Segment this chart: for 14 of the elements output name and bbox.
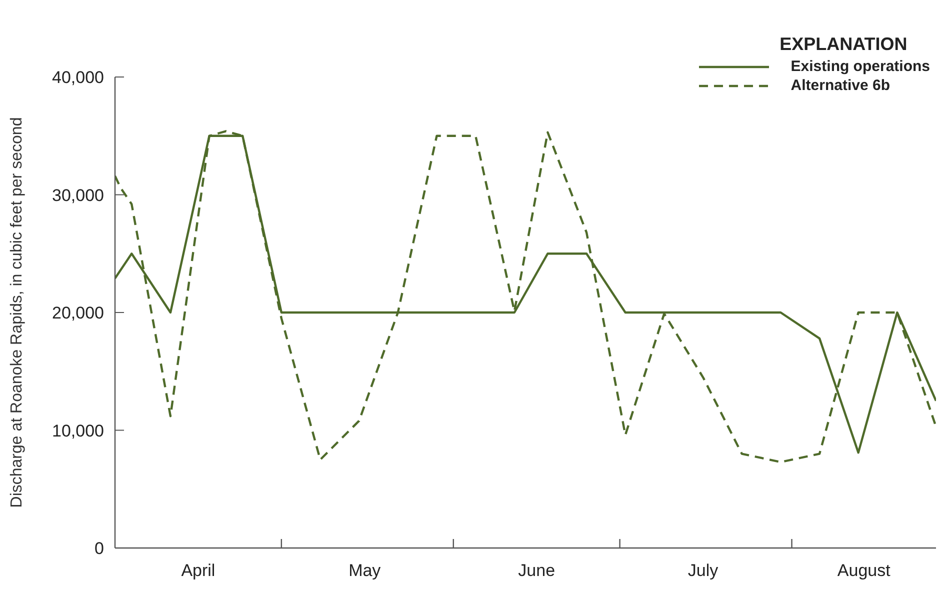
x-tick-label: May [348, 561, 382, 580]
y-tick-label: 30,000 [52, 186, 104, 205]
legend-label: Existing operations [790, 57, 930, 76]
x-tick-label: August [837, 561, 891, 580]
legend-title: EXPLANATION [778, 34, 908, 55]
y-tick-label: 0 [94, 539, 104, 558]
y-axis-title: Discharge at Roanoke Rapids, in cubic feet per second [8, 117, 26, 508]
x-tick-label: April [181, 561, 216, 580]
y-tick-label: 10,000 [52, 421, 104, 440]
x-tick-label: June [518, 561, 556, 580]
y-tick-label: 40,000 [52, 68, 104, 88]
x-tick-label: July [688, 561, 719, 580]
legend-label: Alternative 6b [790, 76, 890, 95]
y-tick-label: 20,000 [52, 304, 104, 323]
